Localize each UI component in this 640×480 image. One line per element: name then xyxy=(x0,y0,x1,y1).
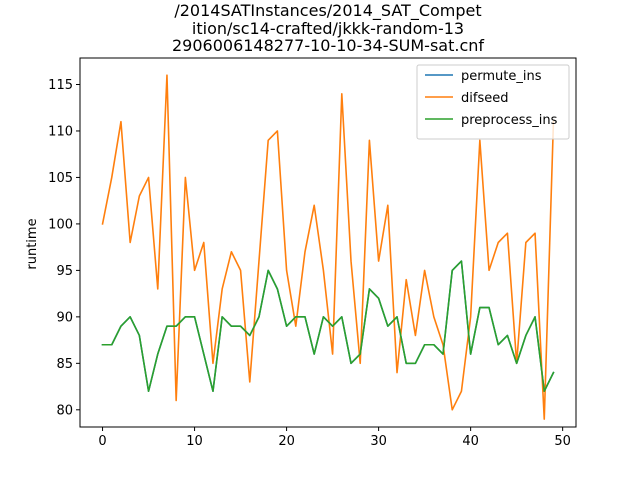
legend-label-preprocess-ins: preprocess_ins xyxy=(461,113,558,128)
legend-label-difseed: difseed xyxy=(461,91,508,106)
x-axis-ticks: 0 10 20 30 40 50 xyxy=(98,427,571,449)
y-tick-label: 105 xyxy=(48,171,73,186)
x-tick-label: 30 xyxy=(370,434,387,449)
chart-title-line-2: ition/sc14-crafted/jkkk-random-13 xyxy=(192,19,464,38)
series-line-difseed xyxy=(101,74,555,420)
x-tick-label: 40 xyxy=(462,434,479,449)
y-tick-label: 95 xyxy=(56,264,73,279)
axes-frame xyxy=(79,57,577,428)
legend-label-permute-ins: permute_ins xyxy=(461,69,542,84)
x-tick-label: 0 xyxy=(98,434,106,449)
y-tick-label: 90 xyxy=(56,310,73,325)
chart-title-line-1: /2014SATInstances/2014_SAT_Compet xyxy=(174,1,481,21)
y-tick-label: 80 xyxy=(56,403,73,418)
y-axis-label: runtime xyxy=(25,218,40,269)
x-tick-label: 20 xyxy=(278,434,295,449)
y-axis-ticks: 80 85 90 95 100 105 110 115 xyxy=(48,78,80,418)
axes-spines xyxy=(79,57,577,428)
chart-title-line-3: 2906006148277-10-10-34-SUM-sat.cnf xyxy=(172,36,484,55)
y-tick-label: 100 xyxy=(48,217,73,232)
series-layer xyxy=(101,74,555,420)
y-tick-label: 115 xyxy=(48,78,73,93)
x-tick-label: 50 xyxy=(554,434,571,449)
y-tick-label: 110 xyxy=(48,124,73,139)
y-tick-label: 85 xyxy=(56,357,73,372)
series-line-preprocess-ins xyxy=(101,260,555,393)
legend-box xyxy=(416,64,570,140)
x-tick-label: 10 xyxy=(186,434,203,449)
